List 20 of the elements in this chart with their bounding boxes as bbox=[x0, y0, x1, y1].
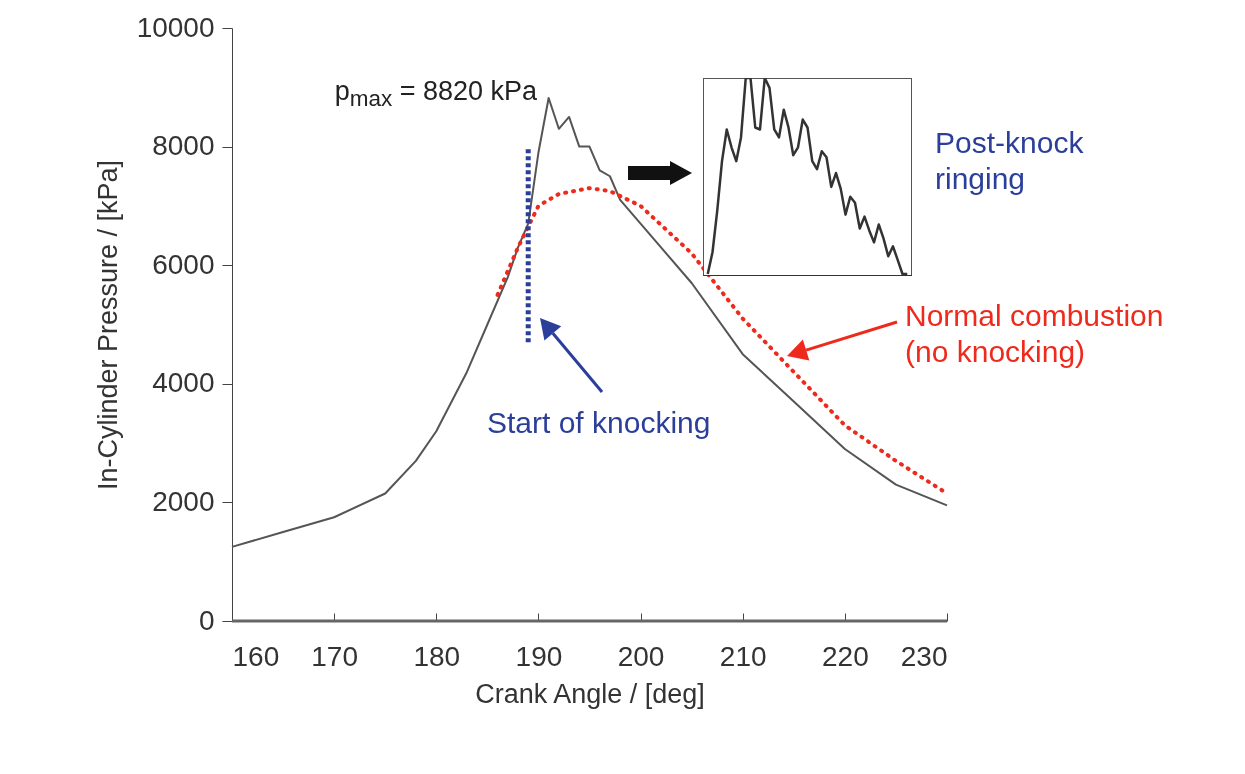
annotation: p$_{max}$ = 8820 kPa bbox=[334, 75, 538, 113]
y-tick-label: 6000 bbox=[152, 248, 215, 280]
annotation: Post-knock ringing bbox=[935, 125, 1085, 197]
x-tick-label: 190 bbox=[515, 640, 563, 672]
x-axis-title: Crank Angle / [deg] bbox=[475, 678, 705, 709]
x-tick-label: 230 bbox=[900, 640, 948, 672]
y-tick-label: 2000 bbox=[152, 485, 215, 517]
y-tick-label: 4000 bbox=[152, 367, 215, 399]
x-tick-label: 160 bbox=[232, 640, 280, 672]
x-tick-label: 180 bbox=[413, 640, 461, 672]
x-tick-label: 170 bbox=[311, 640, 358, 672]
x-tick-label: 210 bbox=[719, 640, 767, 672]
y-axis-title: In-Cylinder Pressure / [kPa] bbox=[92, 159, 123, 491]
annotation: Normal combustion (no knocking) bbox=[905, 298, 1164, 370]
y-tick-label: 0 bbox=[198, 604, 215, 636]
x-tick-label: 220 bbox=[822, 640, 869, 672]
y-tick-label: 10000 bbox=[136, 11, 215, 43]
y-tick-label: 8000 bbox=[152, 130, 215, 162]
annotation: Start of knocking bbox=[487, 405, 711, 441]
x-tick-label: 200 bbox=[617, 640, 665, 672]
